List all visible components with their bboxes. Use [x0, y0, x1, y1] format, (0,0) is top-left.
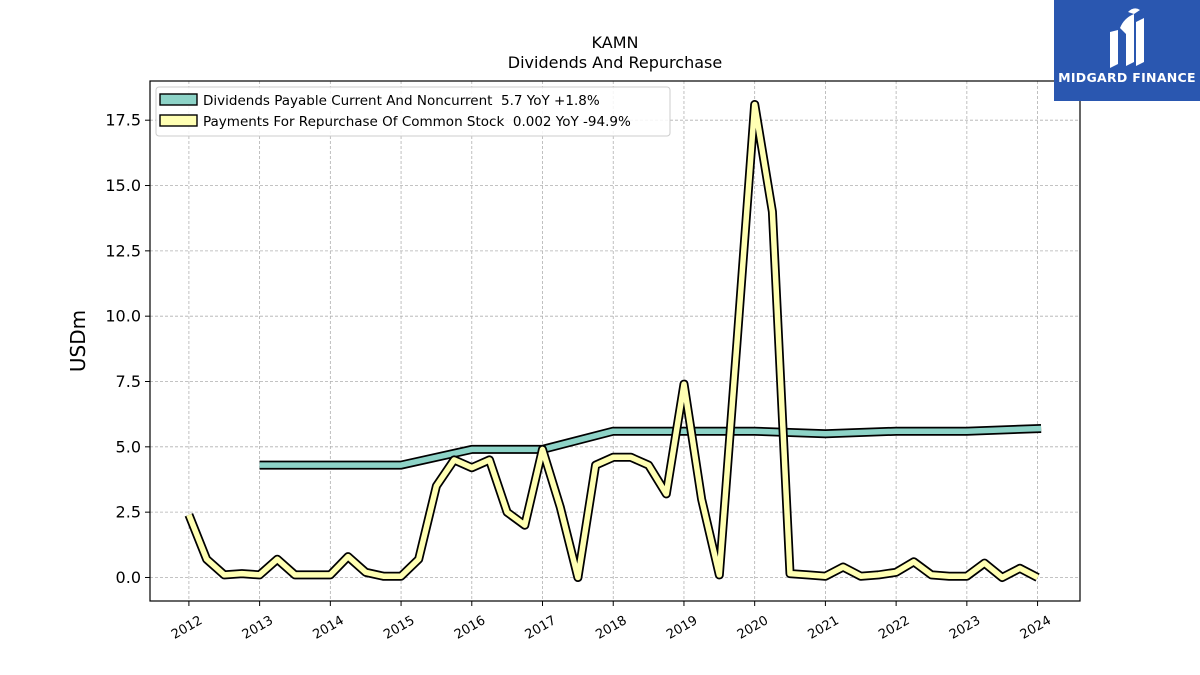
chart-subtitle: Dividends And Repurchase — [508, 53, 722, 72]
y-tick-label: 12.5 — [105, 241, 141, 260]
logo-text: MIDGARD FINANCE — [1058, 70, 1196, 85]
y-tick-label: 10.0 — [105, 307, 141, 326]
y-tick-label: 7.5 — [116, 372, 141, 391]
midgard-finance-logo: MIDGARD FINANCE — [1054, 0, 1200, 101]
series-1 — [184, 100, 1040, 582]
y-tick-label: 0.0 — [116, 568, 141, 587]
legend-swatch-dividends — [159, 93, 198, 106]
plot-frame — [149, 80, 1081, 602]
y-axis-label: USDm — [66, 310, 90, 372]
series-layer — [184, 100, 1042, 582]
logo-mark-icon — [1110, 8, 1144, 68]
legend-label-repurchase: Payments For Repurchase Of Common Stock … — [203, 114, 631, 130]
series-line — [186, 101, 1039, 581]
legend-label-dividends: Dividends Payable Current And Noncurrent… — [203, 93, 600, 109]
series-0 — [259, 424, 1042, 470]
y-tick-label: 15.0 — [105, 176, 141, 195]
y-tick-label: 2.5 — [116, 503, 141, 522]
y-axis: 0.0 2.5 5.0 7.5 10.0 12.5 15.0 17.5 — [105, 111, 150, 587]
legend: Dividends Payable Current And Noncurrent… — [155, 86, 671, 137]
series-line — [259, 425, 1042, 468]
chart-title: KAMN — [592, 33, 639, 52]
y-tick-label: 17.5 — [105, 111, 141, 130]
legend-swatch-repurchase — [159, 114, 198, 127]
y-tick-label: 5.0 — [116, 437, 141, 456]
legend-box — [155, 86, 671, 137]
